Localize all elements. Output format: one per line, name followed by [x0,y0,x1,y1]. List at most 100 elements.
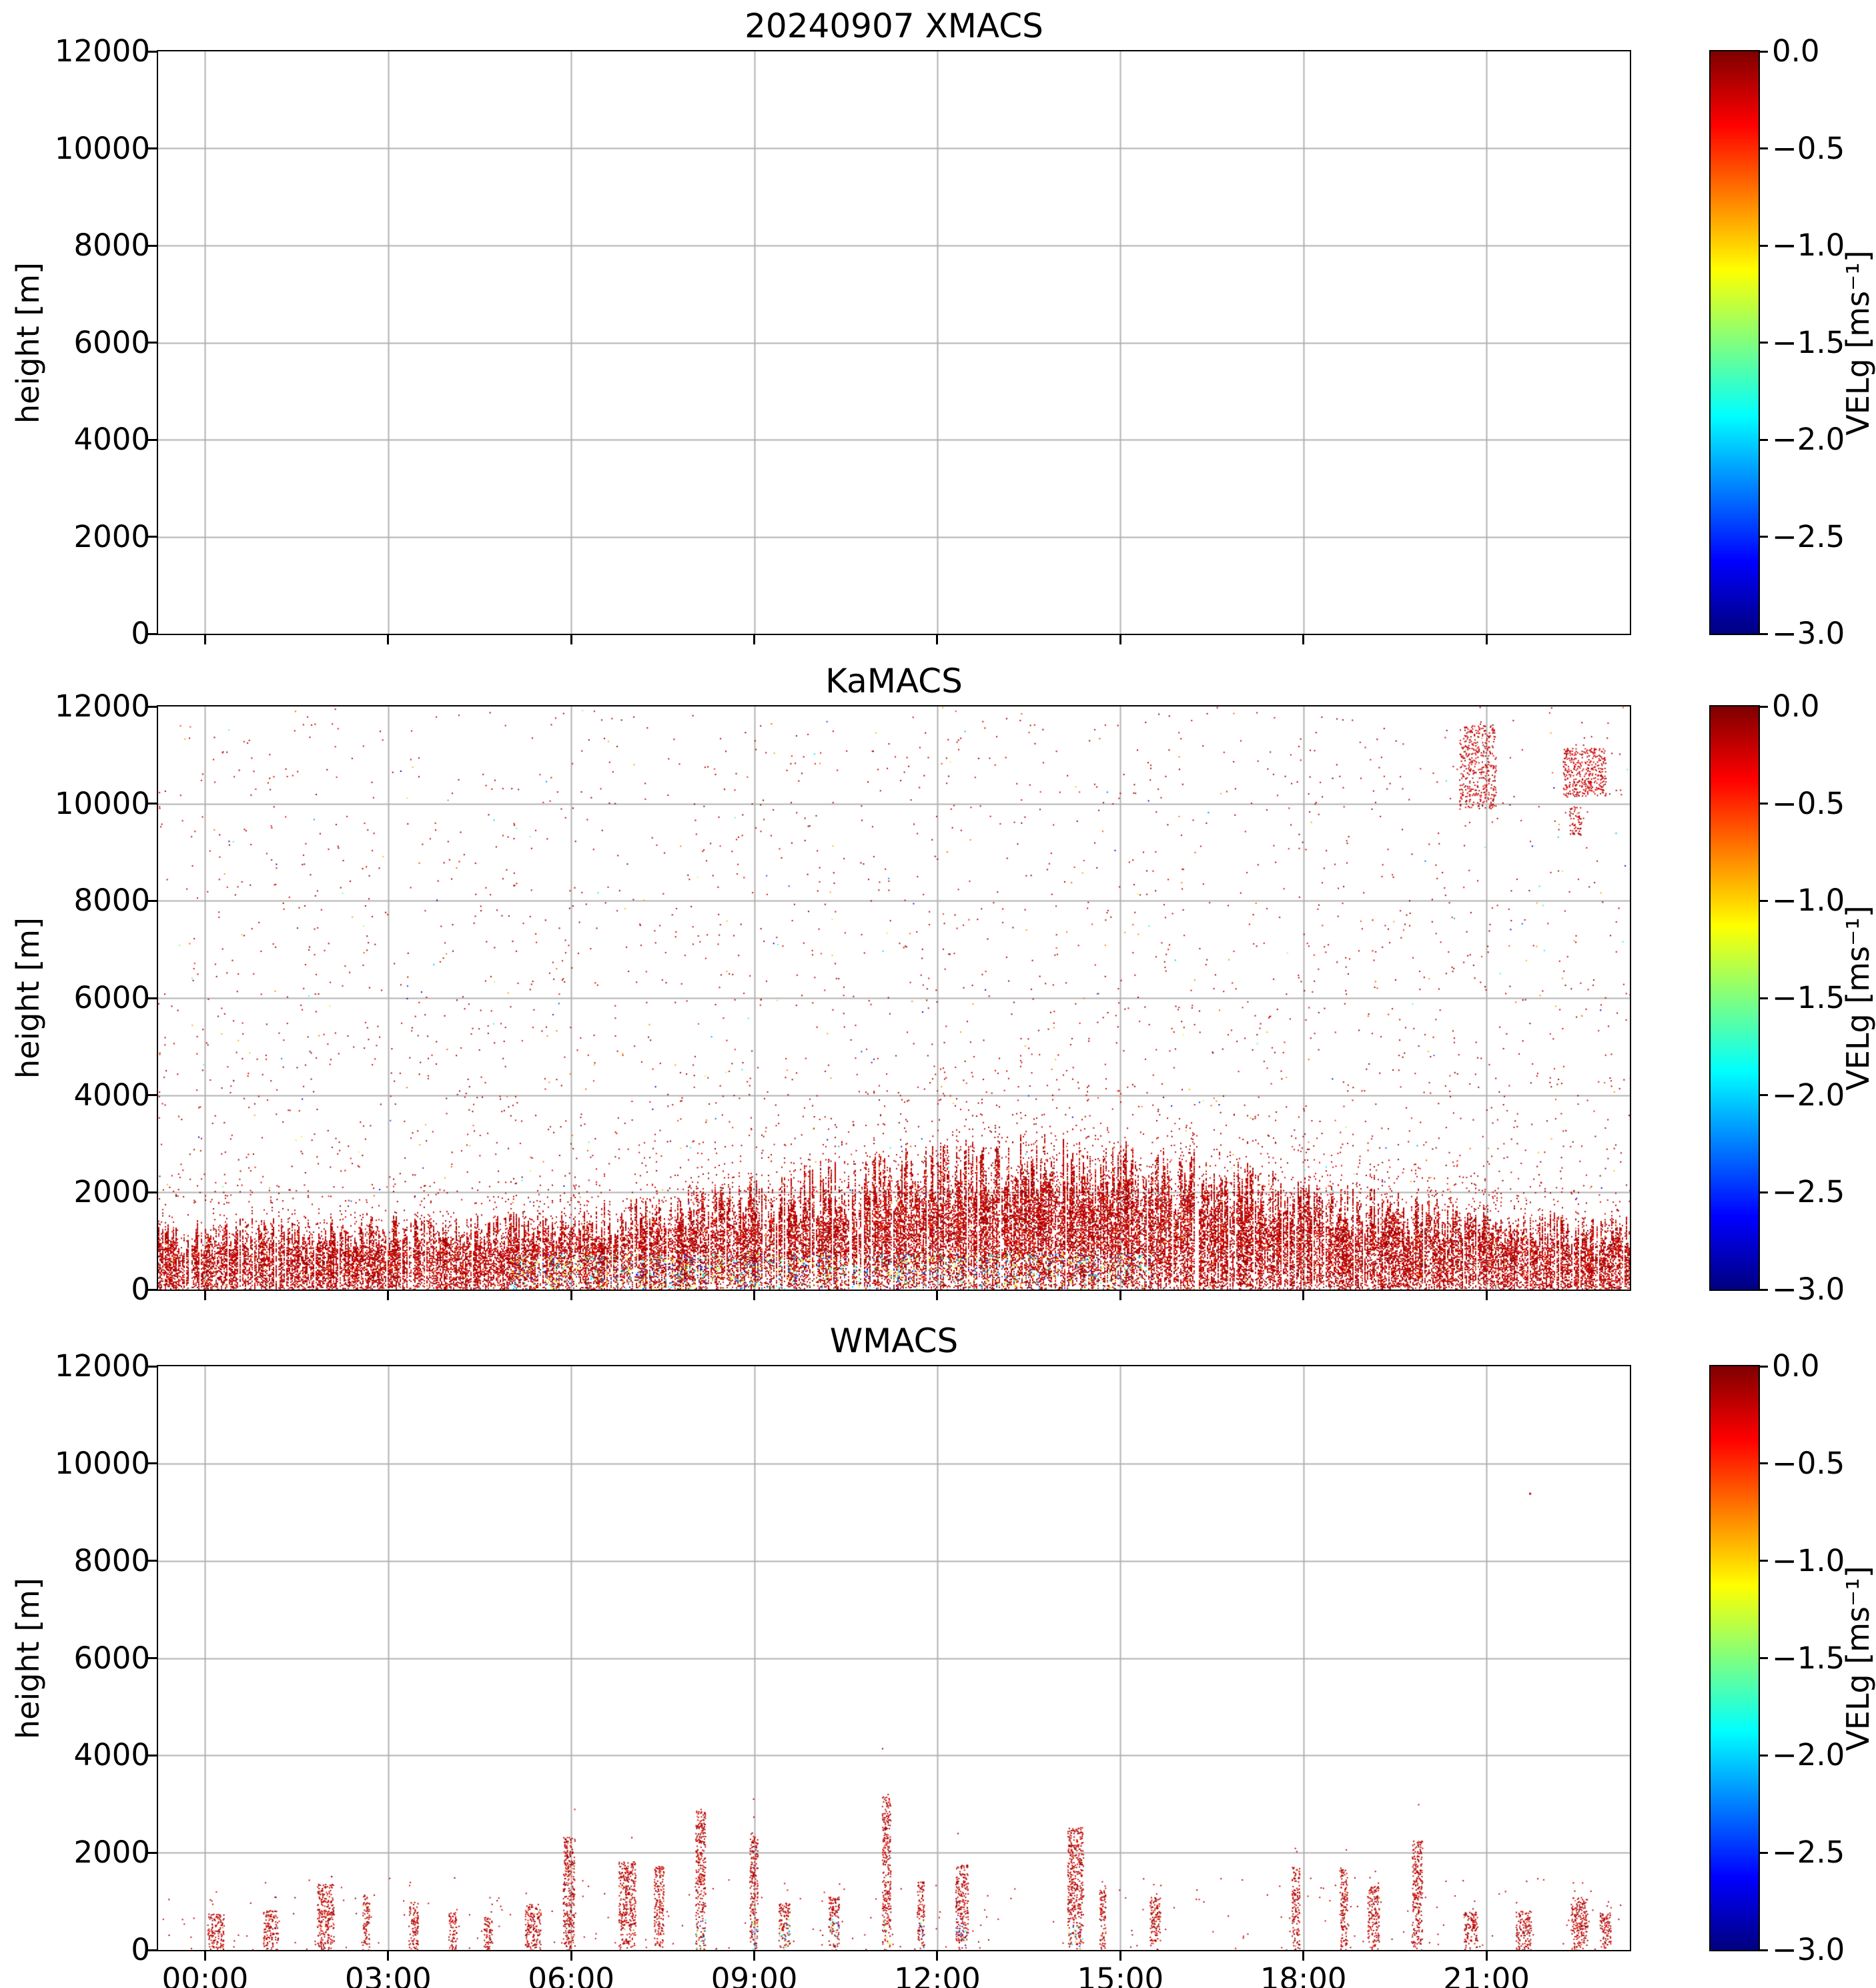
y-tick-label: 0 [131,1932,150,1967]
x-tick-mark [203,1291,206,1300]
x-tick-mark [1302,1291,1305,1300]
x-tick-mark [1485,1951,1488,1961]
colorbar-tick-mark [1760,1657,1768,1659]
y-tick-label: 8000 [73,883,150,919]
colorbar-tick-label: −3.0 [1772,616,1845,651]
y-tick-label: 4000 [73,422,150,457]
x-tick-label: 15:00 [1077,1961,1164,1988]
y-tick-mark [147,1949,157,1951]
colorbar-tick-label: −1.5 [1772,324,1845,360]
colorbar-tick-label: −2.0 [1772,1077,1845,1113]
x-tick-mark [570,1951,572,1961]
x-tick-mark [1302,1951,1305,1961]
colorbar-tick-label: 0.0 [1772,688,1820,724]
colorbar-tick-mark [1760,1365,1768,1368]
wmacs-colorbar-gradient [1711,1366,1759,1950]
x-tick-mark [1485,1291,1488,1300]
y-tick-mark [147,244,157,247]
y-tick-mark [147,1851,157,1854]
colorbar-tick-mark [1760,1288,1768,1291]
colorbar-tick-label: −2.5 [1772,1174,1845,1210]
x-tick-label: 18:00 [1260,1961,1347,1988]
kamacs-y-axis-label: height [m] [10,917,46,1079]
kamacs-colorbar-gradient [1711,706,1759,1290]
y-tick-label: 8000 [73,1542,150,1578]
colorbar-tick-mark [1760,705,1768,708]
colorbar-tick-mark [1760,50,1768,53]
colorbar-tick-label: −3.0 [1772,1932,1845,1967]
x-tick-mark [753,635,756,644]
x-tick-mark [203,1951,206,1961]
colorbar-tick-label: −3.0 [1772,1272,1845,1307]
xmacs-y-axis-label: height [m] [10,262,46,424]
colorbar-tick-label: 0.0 [1772,1348,1820,1384]
xmacs-plot-canvas [158,51,1630,634]
y-tick-mark [147,899,157,902]
colorbar-tick-label: −1.0 [1772,227,1845,263]
colorbar-tick-label: −2.0 [1772,1737,1845,1773]
y-tick-mark [147,1191,157,1193]
colorbar-tick-mark [1760,244,1768,247]
y-tick-label: 0 [131,1272,150,1307]
colorbar-tick-label: 0.0 [1772,33,1820,69]
x-tick-label: 06:00 [528,1961,615,1988]
colorbar-tick-mark [1760,899,1768,902]
colorbar-tick-label: −0.5 [1772,130,1845,166]
x-tick-mark [570,635,572,644]
y-tick-mark [147,1657,157,1659]
y-tick-mark [147,342,157,344]
x-tick-mark [1485,635,1488,644]
y-tick-label: 4000 [73,1077,150,1113]
x-tick-mark [936,1291,939,1300]
x-tick-mark [570,1291,572,1300]
y-tick-label: 10000 [54,130,150,166]
x-tick-label: 00:00 [161,1961,249,1988]
xmacs-panel-title: 20240907 XMACS [745,7,1043,45]
xmacs-colorbar [1709,50,1760,635]
y-tick-label: 2000 [73,1174,150,1210]
colorbar-tick-label: −2.0 [1772,422,1845,457]
x-tick-mark [753,1951,756,1961]
y-tick-mark [147,536,157,538]
wmacs-plot-canvas [158,1366,1630,1950]
y-tick-mark [147,438,157,441]
wmacs-y-axis-label: height [m] [10,1577,46,1739]
colorbar-tick-mark [1760,803,1768,805]
x-tick-mark [1302,635,1305,644]
colorbar-tick-label: −2.5 [1772,1835,1845,1871]
colorbar-tick-mark [1760,147,1768,149]
colorbar-tick-label: −2.5 [1772,518,1845,554]
colorbar-tick-label: −1.5 [1772,1640,1845,1676]
y-tick-label: 2000 [73,518,150,554]
x-tick-label: 12:00 [894,1961,981,1988]
x-tick-label: 21:00 [1443,1961,1530,1988]
y-tick-mark [147,1462,157,1465]
colorbar-tick-label: −1.0 [1772,883,1845,919]
x-tick-mark [1119,635,1121,644]
x-tick-mark [203,635,206,644]
colorbar-tick-mark [1760,1094,1768,1097]
colorbar-tick-mark [1760,1462,1768,1465]
kamacs-plot-canvas [158,706,1630,1290]
colorbar-tick-mark [1760,632,1768,635]
x-tick-mark [387,1291,390,1300]
y-tick-label: 12000 [54,1348,150,1384]
wmacs-colorbar [1709,1365,1760,1951]
colorbar-tick-label: −0.5 [1772,785,1845,821]
x-tick-mark [387,635,390,644]
wmacs-panel-title: WMACS [829,1322,959,1360]
y-tick-mark [147,1754,157,1757]
colorbar-tick-label: −1.0 [1772,1542,1845,1578]
x-tick-mark [753,1291,756,1300]
y-tick-mark [147,1365,157,1368]
kamacs-colorbar [1709,705,1760,1291]
x-tick-label: 09:00 [711,1961,798,1988]
y-tick-label: 6000 [73,324,150,360]
y-tick-label: 2000 [73,1835,150,1871]
colorbar-tick-mark [1760,1851,1768,1854]
kamacs-panel-title: KaMACS [825,662,963,700]
colorbar-tick-mark [1760,342,1768,344]
y-tick-label: 6000 [73,1640,150,1676]
y-tick-mark [147,1560,157,1562]
